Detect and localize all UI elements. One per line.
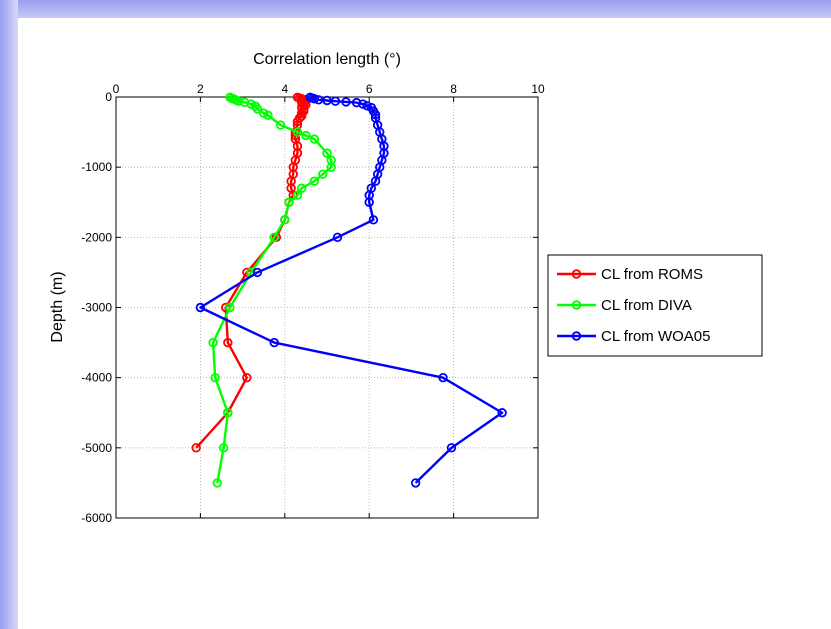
data-point	[269, 232, 279, 243]
y-axis-ticks: 0 -1000 -2000 -3000 -4000 -5000 -6000	[81, 90, 538, 525]
data-point	[446, 443, 457, 453]
data-point	[212, 478, 222, 488]
data-point	[210, 372, 220, 383]
y-tick-label: -3000	[81, 301, 112, 315]
legend-label: CL from ROMS	[601, 266, 703, 283]
data-point	[208, 337, 218, 348]
x-tick-label: 4	[281, 82, 288, 96]
data-point	[263, 110, 273, 120]
legend-label: CL from WOA05	[601, 328, 710, 345]
data-point	[284, 197, 294, 207]
data-point	[309, 94, 320, 104]
legend-entry-cl-from-roms: CL from ROMS	[557, 266, 703, 283]
data-point	[309, 134, 320, 144]
data-series	[191, 92, 507, 488]
x-tick-label: 2	[197, 82, 204, 96]
y-tick-label: -2000	[81, 230, 112, 244]
legend-swatch-marker	[571, 269, 582, 279]
data-point	[330, 96, 341, 106]
data-point	[223, 408, 233, 418]
x-axis-title: Correlation length (°)	[253, 51, 401, 68]
data-point	[322, 148, 332, 158]
data-point	[296, 183, 307, 193]
x-tick-label: 8	[450, 82, 457, 96]
x-tick-label: 0	[113, 82, 120, 96]
data-point	[269, 337, 279, 348]
legend-entry-cl-from-diva: CL from DIVA	[557, 297, 692, 314]
legend-swatch-marker	[571, 300, 582, 310]
data-point	[195, 302, 206, 313]
data-point	[438, 372, 448, 383]
data-point	[252, 267, 263, 278]
legend-swatch-marker	[571, 331, 582, 341]
data-point	[223, 337, 233, 348]
y-tick-label: -5000	[81, 441, 112, 455]
x-tick-label: 6	[366, 82, 373, 96]
data-point	[242, 372, 252, 383]
data-point	[370, 109, 381, 120]
data-point	[296, 108, 307, 118]
data-point	[318, 169, 328, 179]
legend-entry-cl-from-woa05: CL from WOA05	[557, 328, 710, 345]
data-point	[368, 215, 379, 225]
x-axis-ticks: 0 2 4 6 8 10	[113, 82, 545, 518]
series-cl-from-diva	[208, 92, 336, 488]
data-point	[309, 176, 320, 186]
data-point	[351, 97, 362, 108]
data-point	[292, 116, 303, 127]
data-point	[292, 127, 303, 137]
x-tick-label: 10	[531, 82, 545, 96]
data-point	[341, 97, 351, 107]
window-top-band	[0, 0, 831, 18]
data-point	[364, 197, 374, 207]
data-point	[252, 104, 263, 114]
data-point	[191, 443, 201, 453]
legend: CL from ROMS CL from DIVA CL from WOA05	[547, 254, 763, 357]
data-point	[275, 120, 286, 130]
data-point	[497, 408, 507, 418]
y-axis-title: Depth (m)	[49, 271, 66, 342]
data-point	[233, 96, 244, 106]
data-point	[292, 190, 303, 200]
data-point	[370, 176, 381, 186]
y-tick-label: -6000	[81, 511, 112, 525]
data-point	[326, 162, 336, 172]
data-point	[332, 232, 343, 243]
y-tick-label: -4000	[81, 371, 112, 385]
legend-label: CL from DIVA	[601, 297, 692, 314]
data-point	[301, 130, 311, 141]
data-point	[410, 478, 421, 488]
series-cl-from-woa05	[195, 92, 507, 488]
data-point	[218, 443, 229, 453]
data-point	[299, 106, 309, 116]
window-left-band	[0, 0, 18, 629]
y-tick-label: 0	[105, 90, 112, 104]
data-point	[225, 302, 235, 313]
data-point	[280, 215, 290, 225]
y-tick-label: -1000	[81, 160, 112, 174]
